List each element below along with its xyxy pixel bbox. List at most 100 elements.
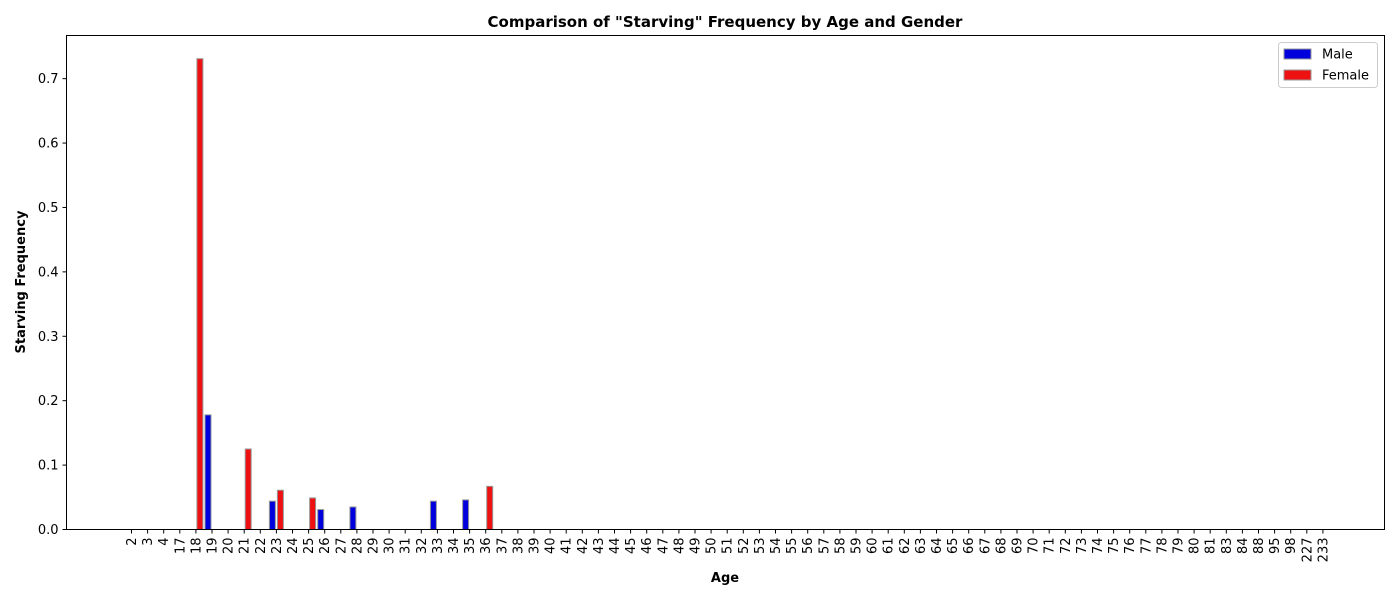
- y-tick-label: 0.1: [38, 459, 59, 474]
- x-tick-label: 3: [141, 538, 156, 546]
- bar-female-18: [196, 58, 204, 531]
- x-tick-label: 39: [528, 538, 543, 555]
- x-tick-label: 19: [206, 538, 221, 555]
- bar-male-19: [204, 414, 212, 530]
- x-tick-label: 56: [801, 538, 816, 555]
- x-tick-label: 44: [608, 538, 623, 555]
- x-tick-label: 46: [640, 538, 655, 555]
- y-tick-label: 0.0: [38, 523, 59, 538]
- y-tick-label: 0.3: [38, 330, 59, 345]
- x-tick-label: 48: [672, 538, 687, 555]
- x-tick-label: 23: [270, 538, 285, 555]
- x-tick-label: 95: [1268, 538, 1283, 555]
- x-tick-label: 58: [833, 538, 848, 555]
- x-tick-label: 35: [463, 538, 478, 555]
- x-tick-label: 233: [1316, 538, 1331, 563]
- x-tick-label: 38: [511, 538, 526, 555]
- x-tick-label: 59: [850, 538, 865, 555]
- y-tick-label: 0.4: [38, 265, 59, 280]
- x-tick-label: 74: [1091, 538, 1106, 555]
- x-axis-label: Age: [711, 571, 739, 586]
- x-tick-label: 4: [157, 538, 172, 546]
- y-tick-label: 0.5: [38, 201, 59, 216]
- x-tick-label: 2: [125, 538, 140, 546]
- x-tick-label: 27: [334, 538, 349, 555]
- x-tick-label: 28: [350, 538, 365, 555]
- legend-swatch-male: [1283, 48, 1312, 60]
- x-tick-label: 37: [495, 538, 510, 555]
- x-tick-label: 227: [1300, 538, 1315, 563]
- x-tick-label: 57: [817, 538, 832, 555]
- x-tick-label: 49: [689, 538, 704, 555]
- bar-female-36: [486, 485, 494, 530]
- bar-male-23: [268, 500, 276, 530]
- x-tick-label: 60: [866, 538, 881, 555]
- x-tick-label: 65: [946, 538, 961, 555]
- x-tick-label: 53: [753, 538, 768, 555]
- x-tick-label: 61: [882, 538, 897, 555]
- x-tick-label: 26: [318, 538, 333, 555]
- x-tick-label: 43: [592, 538, 607, 555]
- x-tick-label: 70: [1027, 538, 1042, 555]
- x-tick-label: 31: [399, 538, 414, 555]
- x-tick-label: 64: [930, 538, 945, 555]
- x-tick-label: 32: [415, 538, 430, 555]
- bar-female-21: [244, 448, 252, 530]
- y-tick-label: 0.6: [38, 137, 59, 152]
- x-tick-label: 41: [560, 538, 575, 555]
- x-tick-label: 47: [656, 538, 671, 555]
- x-tick-label: 36: [479, 538, 494, 555]
- x-tick-label: 40: [544, 538, 559, 555]
- x-axis: 2 3 4 17 18 19 20 21 22 23 24 25 26 27 28 29 30 31 32 33 34 3…: [125, 529, 1331, 563]
- bar-male-26: [317, 509, 325, 531]
- x-tick-label: 18: [189, 538, 204, 555]
- x-tick-label: 42: [576, 538, 591, 555]
- x-tick-label: 24: [286, 538, 301, 555]
- x-tick-label: 30: [383, 538, 398, 555]
- x-tick-label: 73: [1075, 538, 1090, 555]
- x-tick-label: 17: [173, 538, 188, 555]
- x-tick-label: 34: [447, 538, 462, 555]
- x-tick-label: 45: [624, 538, 639, 555]
- x-tick-label: 69: [1011, 538, 1026, 555]
- x-tick-label: 51: [721, 538, 736, 555]
- y-tick-label: 0.7: [38, 72, 59, 87]
- y-tick-label: 0.2: [38, 394, 59, 409]
- bar-female-23: [276, 489, 284, 530]
- chart-title: Comparison of "Starving" Frequency by Ag…: [488, 13, 964, 31]
- x-tick-label: 76: [1123, 538, 1138, 555]
- x-tick-label: 80: [1188, 538, 1203, 555]
- x-tick-label: 77: [1139, 538, 1154, 555]
- x-tick-label: 72: [1059, 538, 1074, 555]
- x-tick-label: 63: [914, 538, 929, 555]
- plot-frame: [66, 35, 1385, 530]
- x-tick-label: 22: [254, 538, 269, 555]
- x-tick-label: 81: [1204, 538, 1219, 555]
- bar-male-28: [349, 506, 357, 531]
- x-tick-label: 84: [1236, 538, 1251, 555]
- x-tick-label: 33: [431, 538, 446, 555]
- bar-male-35: [462, 499, 470, 531]
- bar-female-25: [309, 497, 317, 530]
- x-tick-label: 54: [769, 538, 784, 555]
- x-tick-label: 78: [1155, 538, 1170, 555]
- x-tick-label: 75: [1107, 538, 1122, 555]
- x-tick-label: 55: [785, 538, 800, 555]
- x-tick-label: 67: [978, 538, 993, 555]
- legend-label-male: Male: [1322, 48, 1353, 63]
- bars-group: [196, 58, 494, 531]
- x-tick-label: 98: [1284, 538, 1299, 555]
- legend-label-female: Female: [1322, 69, 1369, 84]
- x-tick-label: 29: [367, 538, 382, 555]
- x-tick-label: 66: [962, 538, 977, 555]
- x-tick-label: 62: [898, 538, 913, 555]
- bar-male-33: [429, 500, 437, 530]
- x-tick-label: 79: [1172, 538, 1187, 555]
- legend: Male Female: [1278, 42, 1378, 88]
- x-tick-label: 71: [1043, 538, 1058, 555]
- legend-swatch-female: [1283, 69, 1312, 81]
- x-tick-label: 20: [222, 538, 237, 555]
- x-tick-label: 52: [737, 538, 752, 555]
- x-tick-label: 25: [302, 538, 317, 555]
